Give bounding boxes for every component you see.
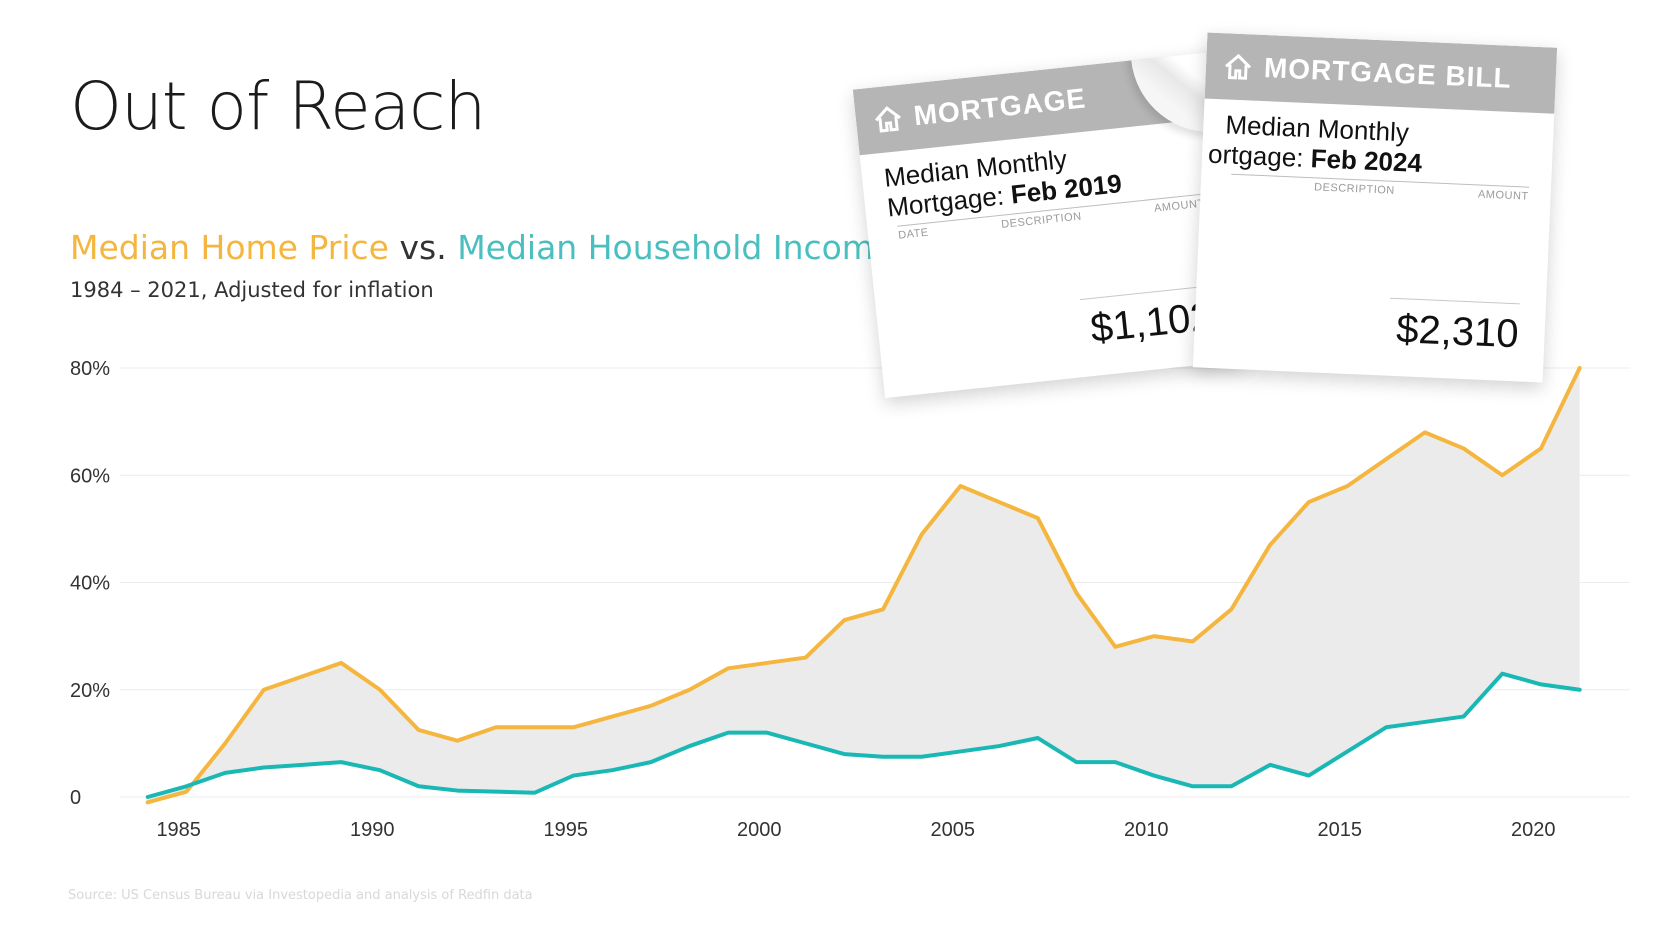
- x-tick-label: 1990: [350, 819, 395, 841]
- col-date: DATE: [897, 226, 930, 242]
- bill-line2-prefix: ortgage:: [1207, 138, 1305, 173]
- house-icon: [1225, 53, 1252, 80]
- y-tick-label: 60%: [70, 465, 110, 487]
- bill-header: MORTGAGE: [852, 52, 1218, 156]
- col-date: [1231, 178, 1232, 190]
- bill-header-label: MORTGAGE BILL: [1263, 52, 1513, 94]
- x-tick-label: 2010: [1124, 819, 1169, 841]
- y-tick-label: 80%: [70, 358, 110, 380]
- x-tick-label: 2005: [930, 819, 975, 841]
- y-tick-label: 0: [70, 787, 81, 809]
- x-tick-label: 1985: [156, 819, 201, 841]
- x-tick-label: 1995: [543, 819, 588, 841]
- vs-label: vs.: [399, 228, 447, 267]
- income-line: [145, 671, 1582, 799]
- house-icon: [875, 106, 901, 133]
- bill-date: Feb 2024: [1310, 143, 1423, 178]
- gap-area: [147, 368, 1580, 803]
- date-range-note: 1984 – 2021, Adjusted for inflation: [70, 278, 434, 302]
- y-tick-label: 20%: [70, 680, 110, 702]
- income-series-label: Median Household Income: [457, 228, 895, 267]
- page-title: Out of Reach: [70, 68, 486, 145]
- col-amount: AMOUNT: [1153, 197, 1206, 215]
- chart-subtitle: Median Home Price vs. Median Household I…: [70, 228, 894, 267]
- x-tick-label: 2015: [1317, 819, 1362, 841]
- x-tick-label: 2020: [1511, 819, 1556, 841]
- bill-header: MORTGAGE BILL: [1204, 32, 1558, 114]
- bill-amount: $2,310: [1387, 297, 1520, 358]
- price-line: [145, 366, 1582, 805]
- col-amount: AMOUNT: [1477, 188, 1529, 203]
- mortgage-bill-2024: MORTGAGE BILL Median Monthly ortgage: Fe…: [1192, 32, 1558, 383]
- mortgage-bill-2019: MORTGAGE Median Monthly Mortgage: Feb 20…: [852, 52, 1244, 398]
- x-tick-label: 2000: [737, 819, 782, 841]
- source-note: Source: US Census Bureau via Investopedi…: [68, 888, 533, 903]
- bill-header-label: MORTGAGE: [912, 82, 1088, 132]
- price-series-label: Median Home Price: [70, 228, 389, 267]
- y-tick-label: 40%: [70, 573, 110, 595]
- col-description: DESCRIPTION: [1000, 210, 1083, 231]
- col-description: DESCRIPTION: [1313, 181, 1396, 197]
